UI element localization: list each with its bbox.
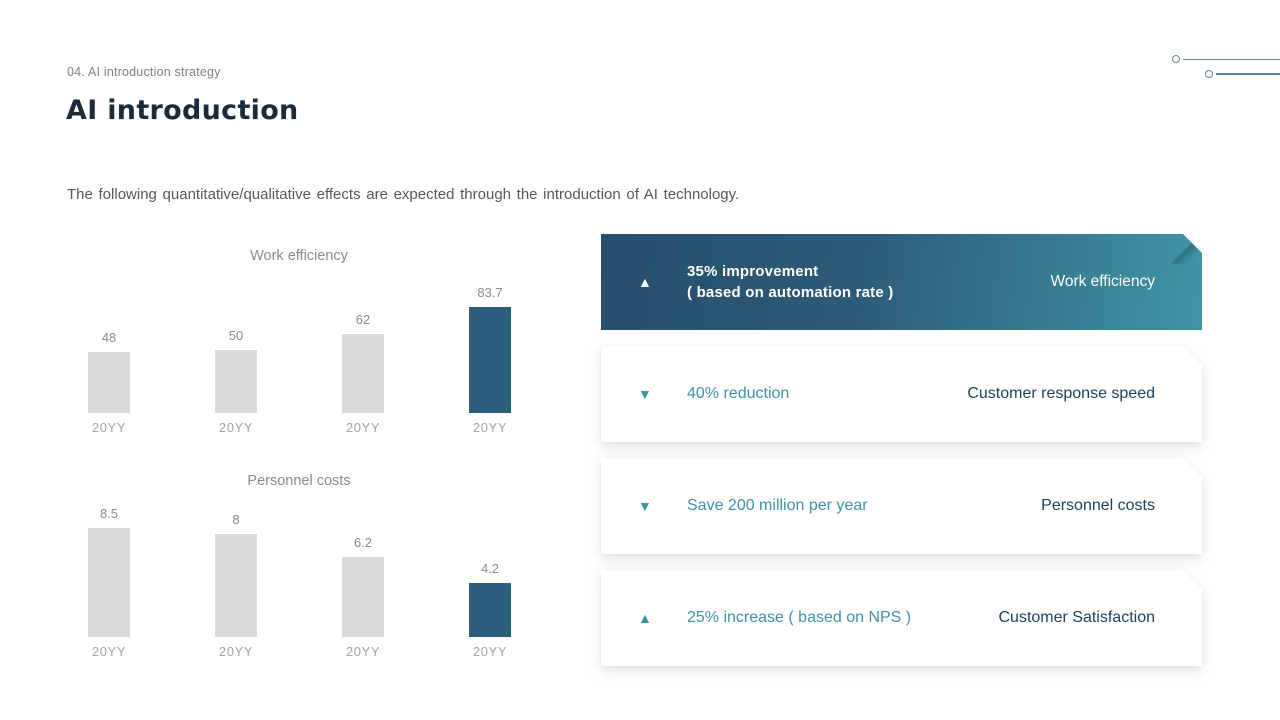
bar	[88, 528, 130, 637]
bar-value-label: 83.7	[477, 285, 503, 300]
card-category: Customer response speed	[967, 385, 1155, 402]
bar	[215, 534, 257, 637]
bar	[215, 350, 257, 413]
down-triangle-icon: ▼	[638, 386, 652, 402]
card-stat: Save 200 million per year	[687, 497, 868, 514]
bar-value-label: 8.5	[99, 506, 119, 521]
effect-card-personnel-costs: ▼ Save 200 million per year Personnel co…	[601, 458, 1202, 554]
bar-year-label: 20YY	[218, 644, 254, 659]
card-stat: 35% improvement ( based on automation ra…	[687, 261, 1050, 303]
chart-title: Work efficiency	[250, 248, 348, 264]
chart-personnel-costs: Personnel costs 8.5 20YY 8 20YY 6.2 20YY 4.2 20…	[67, 465, 531, 675]
bar-year-label: 20YY	[472, 644, 508, 659]
bar-year-label: 20YY	[345, 644, 381, 659]
description-text: The following quantitative/qualitative e…	[67, 186, 740, 203]
breadcrumb: 04. AI introduction strategy	[67, 65, 221, 79]
down-triangle-icon: ▼	[638, 498, 652, 514]
bar-year-label: 20YY	[91, 644, 127, 659]
decor-line	[1216, 73, 1280, 75]
up-triangle-icon: ▲	[638, 274, 652, 290]
decor-circle-icon	[1172, 55, 1180, 63]
chart-work-efficiency: Work efficiency 48 20YY 50 20YY 62 20YY 83.7 20…	[67, 240, 531, 450]
bar-year-label: 20YY	[345, 420, 381, 435]
effect-card-customer-response-speed: ▼ 40% reduction Customer response speed	[601, 346, 1202, 442]
card-stat: 25% increase ( based on NPS )	[687, 609, 912, 626]
decor-line	[1183, 58, 1280, 60]
card-category: Work efficiency	[1050, 273, 1155, 290]
up-triangle-icon: ▲	[638, 610, 652, 626]
bar-value-label: 8	[232, 512, 240, 527]
effect-card-customer-satisfaction: ▲ 25% increase ( based on NPS ) Customer…	[601, 570, 1202, 666]
card-stat-line1: 35% improvement	[687, 263, 819, 280]
card-stat: 40% reduction	[687, 385, 790, 402]
bar	[469, 583, 511, 637]
bar	[469, 307, 511, 413]
bar-value-label: 6.2	[353, 535, 373, 550]
card-category: Customer Satisfaction	[998, 609, 1155, 626]
card-stat-line2: ( based on automation rate )	[687, 284, 894, 301]
bar-value-label: 4.2	[480, 561, 500, 576]
bar	[342, 334, 384, 413]
bar-value-label: 50	[228, 328, 244, 343]
card-category: Personnel costs	[1041, 497, 1155, 514]
bar-value-label: 48	[101, 330, 117, 345]
bar	[342, 557, 384, 637]
effect-cards: ▲ 35% improvement ( based on automation …	[601, 234, 1202, 682]
bar	[88, 352, 130, 413]
bar-year-label: 20YY	[472, 420, 508, 435]
bar-value-label: 62	[355, 312, 371, 327]
page-title: AI introduction	[66, 95, 299, 126]
bar-year-label: 20YY	[91, 420, 127, 435]
bar-year-label: 20YY	[218, 420, 254, 435]
effect-card-work-efficiency: ▲ 35% improvement ( based on automation …	[601, 234, 1202, 330]
chart-title: Personnel costs	[247, 473, 351, 489]
decor-circle-icon	[1205, 69, 1213, 78]
